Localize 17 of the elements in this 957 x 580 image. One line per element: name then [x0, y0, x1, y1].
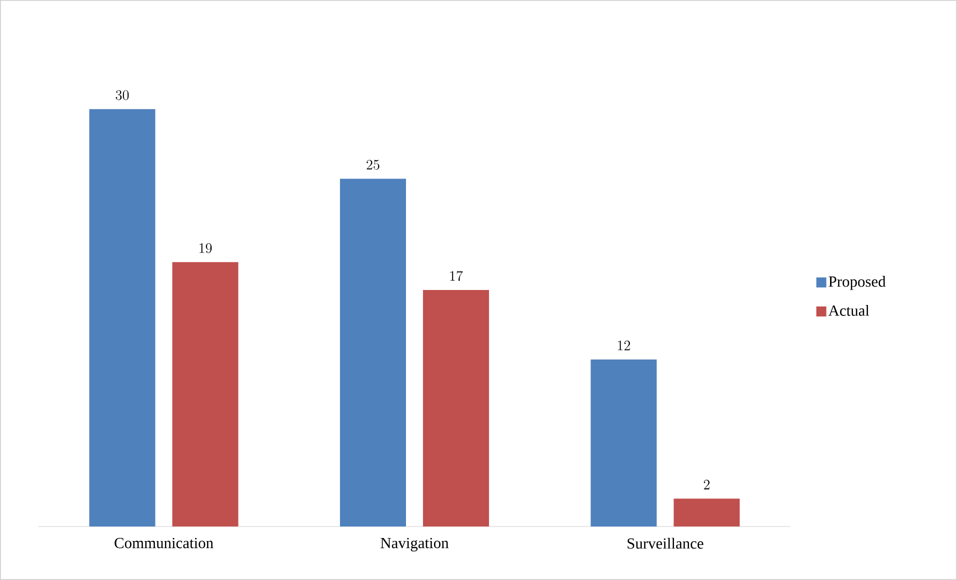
legend-label: Proposed — [828, 276, 886, 290]
bar — [674, 498, 740, 527]
x-tick-label: Communication — [114, 538, 214, 548]
data-label: 25 — [366, 160, 380, 170]
bar — [89, 109, 156, 527]
bar — [590, 360, 657, 527]
data-label: 30 — [116, 90, 129, 100]
data-label: 2 — [704, 480, 710, 490]
data-label: 17 — [450, 270, 463, 281]
legend-label: Actual — [828, 304, 870, 316]
x-tick-label: Surveillance — [628, 538, 704, 549]
bar — [422, 290, 490, 527]
x-tick-label: Navigation — [380, 538, 449, 552]
data-label: 12 — [618, 340, 630, 350]
data-label: 19 — [200, 243, 212, 254]
bar — [340, 178, 406, 527]
bar — [172, 262, 238, 527]
